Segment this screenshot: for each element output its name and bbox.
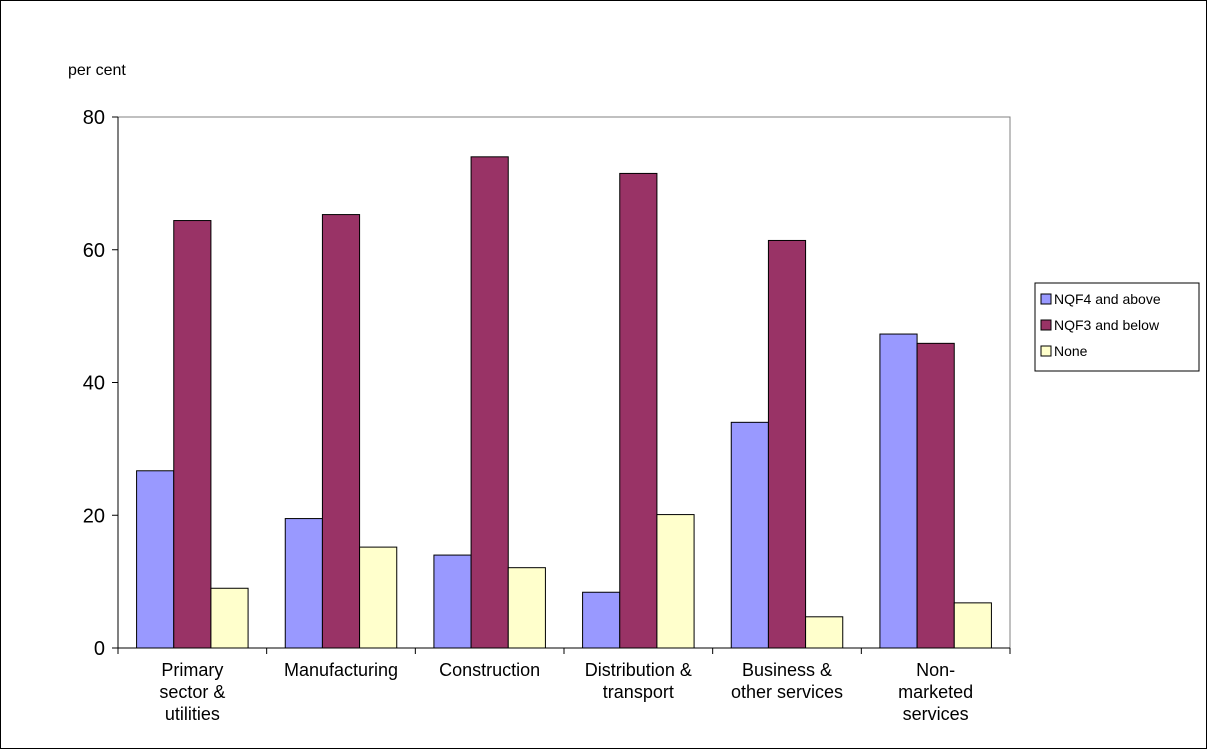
x-tick-label: Primary sector & utilities [159, 660, 225, 724]
x-tick-label: Manufacturing [284, 660, 398, 680]
x-tick-label: Construction [439, 660, 540, 680]
bars [136, 156, 992, 649]
bar-0-1 [284, 518, 323, 649]
bar-2-1 [359, 546, 398, 649]
legend-label: None [1054, 343, 1088, 359]
bar-0-2 [433, 554, 472, 649]
bar-2-4 [805, 616, 844, 649]
x-tick-label-line: sector & [159, 682, 225, 702]
legend-swatch [1040, 319, 1052, 331]
x-tick-label-line: Non- [916, 660, 955, 680]
y-tick-label: 80 [83, 107, 105, 129]
y-axis: 0 20 40 60 80 [83, 107, 119, 660]
bar-1-2 [470, 156, 509, 649]
y-tick-label: 60 [83, 240, 105, 262]
x-tick-label: Distribution & transport [585, 660, 692, 702]
x-tick-label-line: Primary [161, 660, 223, 680]
x-tick-label-line: Distribution & [585, 660, 692, 680]
bar-1-4 [767, 239, 807, 649]
bar-0-5 [879, 333, 918, 649]
y-tick-label: 0 [94, 638, 105, 660]
legend-label: NQF4 and above [1054, 291, 1161, 307]
bar-1-3 [619, 172, 658, 649]
x-tick-label-line: utilities [165, 704, 220, 724]
y-axis-label: per cent [68, 62, 126, 79]
legend-swatch [1040, 345, 1052, 357]
x-tick-label: Non-marketed services [898, 660, 973, 724]
bar-1-5 [916, 342, 955, 649]
bar-2-5 [953, 602, 992, 649]
bar-2-0 [210, 587, 249, 649]
legend-box [1034, 282, 1200, 372]
bar-0-4 [730, 421, 769, 649]
x-tick-label-line: other services [731, 682, 843, 702]
x-tick-label-line: transport [603, 682, 674, 702]
bar-0-0 [136, 470, 175, 649]
bar-2-2 [507, 567, 546, 649]
legend-swatch [1040, 293, 1052, 305]
legend-label: NQF3 and below [1054, 317, 1160, 333]
x-axis: Primary sector & utilities Manufacturing Con… [117, 647, 1011, 724]
plot-area [117, 116, 1011, 649]
x-tick-label-line: Business & [742, 660, 832, 680]
bar-1-0 [173, 220, 212, 649]
bar-2-3 [656, 514, 695, 649]
x-tick-label-line: Construction [439, 660, 540, 680]
y-tick-label: 20 [83, 505, 105, 527]
x-tick-label-line: marketed [898, 682, 973, 702]
y-tick-label: 40 [83, 373, 105, 395]
x-tick-label-line: Manufacturing [284, 660, 398, 680]
x-tick-label: Business & other services [731, 660, 843, 702]
bar-0-3 [582, 591, 621, 649]
legend: NQF4 and above NQF3 and below None [1034, 282, 1200, 372]
x-tick-label-line: services [903, 704, 969, 724]
bar-1-1 [321, 214, 361, 649]
